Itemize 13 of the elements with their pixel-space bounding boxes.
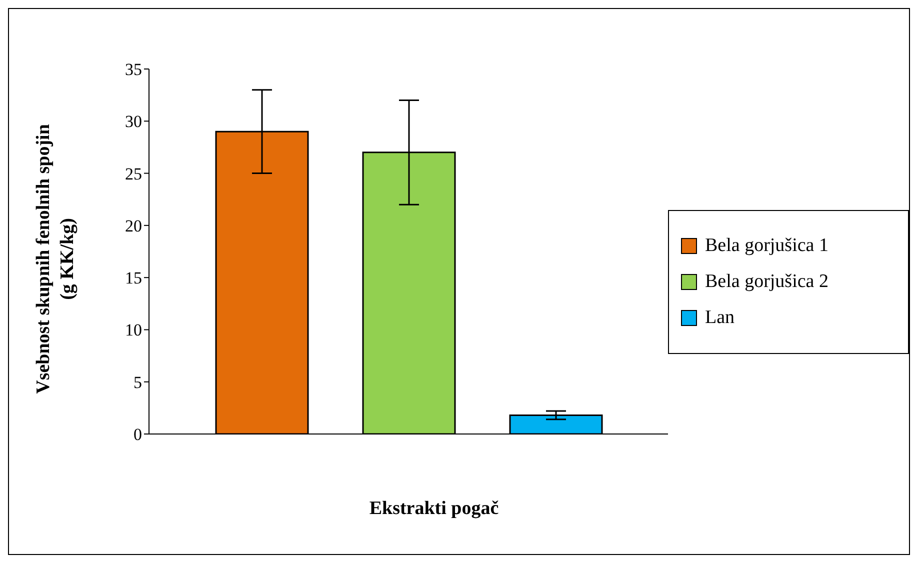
y-tick-label: 10 xyxy=(125,320,142,340)
legend-label: Lan xyxy=(705,306,735,328)
legend-label: Bela gorjušica 2 xyxy=(705,270,828,292)
y-tick-label: 20 xyxy=(125,216,142,236)
y-tick-label: 25 xyxy=(125,164,142,184)
legend-label: Bela gorjušica 1 xyxy=(705,234,828,256)
y-tick-label: 30 xyxy=(125,112,142,132)
x-axis-title: Ekstrakti pogač xyxy=(369,498,499,519)
y-tick-label: 35 xyxy=(125,60,142,80)
y-tick-label: 15 xyxy=(125,268,142,288)
y-tick-label: 0 xyxy=(134,425,142,444)
y-axis-title: Vsebnost skupnih fenolnih spojin (g KK/kg) xyxy=(33,124,78,394)
y-tick-label: 5 xyxy=(134,372,142,392)
